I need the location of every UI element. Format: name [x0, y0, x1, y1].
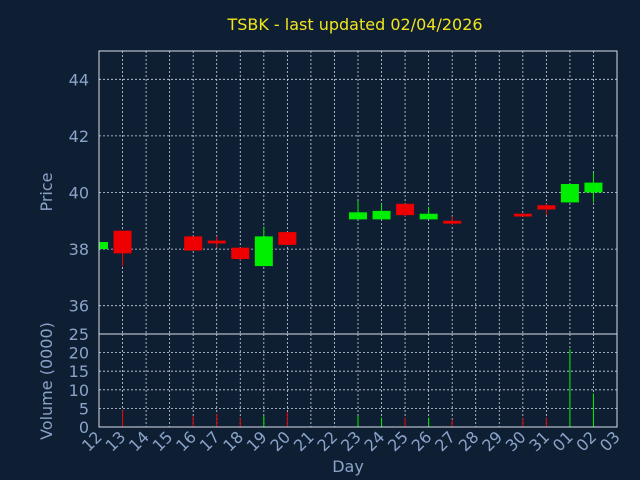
candle-body: [99, 242, 108, 250]
price-tick-label: 25: [69, 325, 89, 344]
candle-body: [396, 203, 415, 216]
volume-bars-layer: [98, 348, 594, 427]
candle-body: [207, 240, 226, 244]
volume-tick-label: 5: [79, 399, 89, 418]
volume-tick-label: 20: [69, 344, 89, 363]
candle-body: [254, 236, 273, 267]
candle-body: [113, 230, 132, 254]
volume-panel-frame: [98, 333, 618, 428]
candle-body: [560, 184, 579, 203]
candle-body: [537, 205, 556, 210]
volume-tick-label: 15: [69, 362, 89, 381]
price-tick-label: 36: [69, 297, 89, 316]
candle-body: [419, 213, 438, 220]
volume-tick-label: 10: [69, 381, 89, 400]
y-axis-label: Price: [37, 172, 56, 211]
candle-body: [278, 232, 297, 245]
volume-grid: [99, 334, 617, 427]
candles-layer: [98, 172, 603, 267]
price-tick-label: 38: [69, 240, 89, 259]
x-tick-label: 03: [596, 427, 624, 455]
x-axis-label: Day: [332, 457, 364, 476]
price-tick-label: 42: [69, 127, 89, 146]
price-tick-label: 40: [69, 184, 89, 203]
volume-tick-label: 0: [79, 418, 89, 437]
chart-title: TSBK - last updated 02/04/2026: [226, 15, 482, 34]
candle-body: [372, 210, 391, 220]
tick-labels-layer: 3638404244250510152012131415161718192021…: [69, 70, 624, 455]
candle-body: [231, 247, 250, 260]
candle-body: [513, 213, 532, 217]
volume-axis-label: Volume (0000): [37, 322, 56, 440]
price-tick-label: 44: [69, 70, 89, 89]
candle-body: [443, 220, 462, 224]
price-grid: [99, 51, 617, 334]
candle-body: [184, 236, 203, 251]
candle-body: [584, 182, 603, 193]
candle-body: [349, 212, 367, 220]
